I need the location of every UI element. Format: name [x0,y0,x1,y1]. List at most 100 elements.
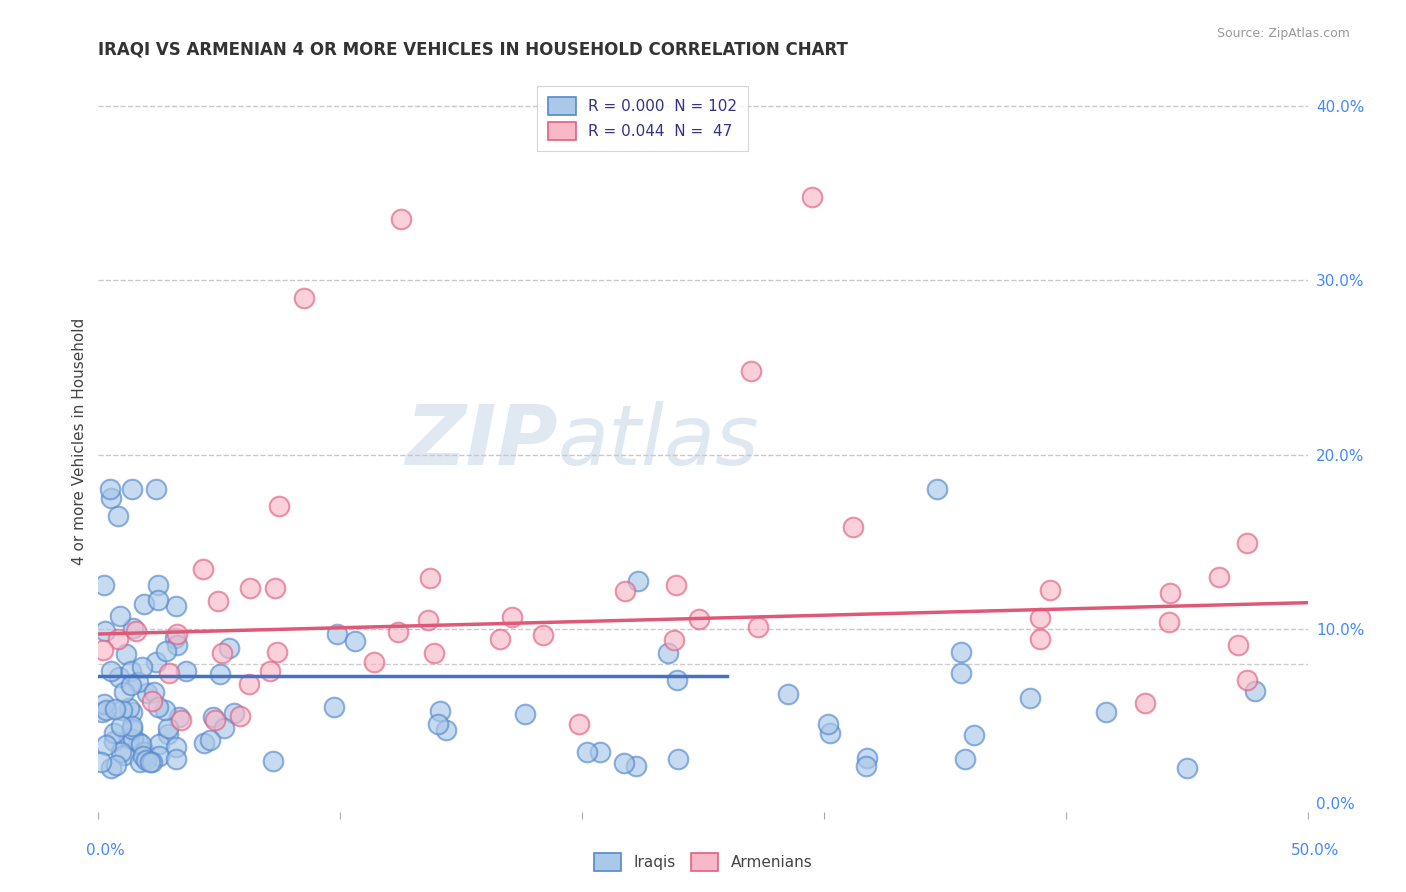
Point [103,734,125,748]
Point [112,748,135,763]
Point [1095,706,1118,720]
Point [129,737,152,751]
Point [193,736,215,750]
Point [427,716,450,731]
Point [1208,570,1230,584]
Point [165,740,187,755]
Point [429,704,451,718]
Point [778,687,800,701]
Point [146,700,169,714]
Point [191,561,214,575]
Point [434,723,457,737]
Point [513,706,536,721]
Legend: R = 0.000  N = 102, R = 0.044  N =  47: R = 0.000 N = 102, R = 0.044 N = 47 [537,87,748,151]
Point [949,665,972,680]
Point [118,701,141,715]
Point [800,190,823,204]
Point [94,702,117,716]
Point [269,499,291,513]
Point [108,670,131,684]
Point [110,608,132,623]
Point [131,660,153,674]
Point [134,745,156,759]
Text: IRAQI VS ARMENIAN 4 OR MORE VEHICLES IN HOUSEHOLD CORRELATION CHART: IRAQI VS ARMENIAN 4 OR MORE VEHICLES IN … [98,41,848,59]
Point [166,638,188,652]
Point [841,520,863,534]
Point [198,732,221,747]
Point [128,756,150,770]
Point [100,664,122,678]
Point [207,594,229,608]
Point [93,697,115,711]
Point [326,627,349,641]
Point [141,693,163,707]
Point [953,752,976,766]
Point [222,706,245,720]
Point [139,756,162,770]
Text: Source: ZipAtlas.com: Source: ZipAtlas.com [1216,27,1350,40]
Point [501,610,523,624]
Point [229,709,252,723]
Point [1159,585,1181,599]
Point [107,632,129,646]
Point [135,753,157,767]
Point [363,655,385,669]
Point [211,647,233,661]
Point [925,483,948,497]
Text: 0.0%: 0.0% [86,843,125,858]
Text: ZIP: ZIP [405,401,558,482]
Point [141,755,163,769]
Point [125,624,148,638]
Point [155,643,177,657]
Point [747,620,769,634]
Point [127,734,149,748]
Point [238,676,260,690]
Point [1133,696,1156,710]
Point [817,717,839,731]
Point [110,745,132,759]
Point [418,614,440,628]
Point [666,673,689,687]
Point [127,675,149,690]
Point [214,721,236,735]
Point [157,727,180,741]
Point [93,624,115,639]
Point [165,751,187,765]
Point [614,584,637,599]
Point [145,483,167,497]
Text: atlas: atlas [558,401,759,482]
Point [100,761,122,775]
Point [664,578,686,592]
Point [950,645,973,659]
Point [135,686,157,700]
Point [531,628,554,642]
Point [218,641,240,656]
Point [1029,632,1052,646]
Point [204,713,226,727]
Point [688,612,710,626]
Point [626,574,648,588]
Point [657,646,679,660]
Point [117,731,139,745]
Point [104,702,127,716]
Point [239,581,262,595]
Point [122,732,145,747]
Point [662,632,685,647]
Point [98,483,121,497]
Point [666,752,689,766]
Point [121,483,143,497]
Point [201,710,224,724]
Point [91,643,114,657]
Point [156,721,179,735]
Point [264,582,287,596]
Point [855,759,877,773]
Point [170,713,193,727]
Point [209,666,232,681]
Point [112,685,135,699]
Point [323,700,346,714]
Point [575,745,598,759]
Point [120,664,142,678]
Text: 50.0%: 50.0% [1291,843,1339,858]
Point [387,624,409,639]
Point [145,656,167,670]
